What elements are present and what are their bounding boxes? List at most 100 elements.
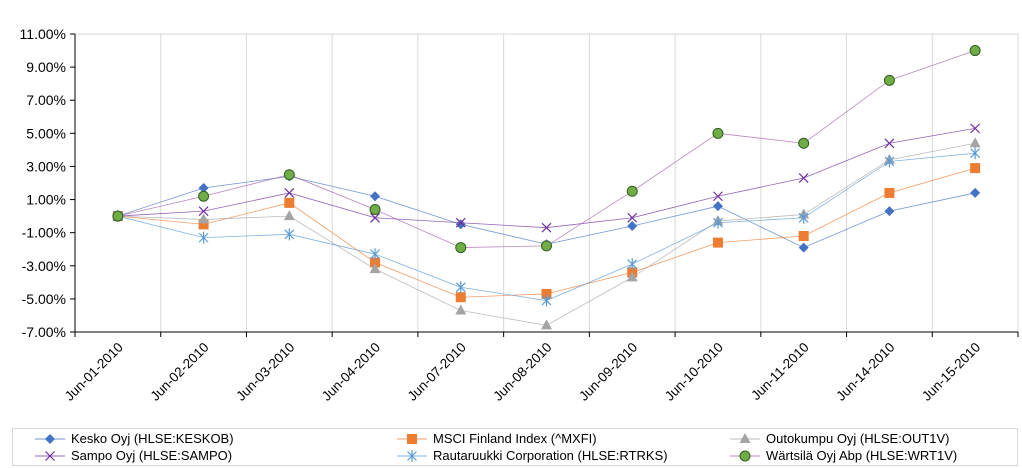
legend-label: Kesko Oyj (HLSE:KESKOB)	[71, 431, 234, 446]
data-point	[198, 219, 209, 230]
data-point	[198, 213, 210, 224]
data-point	[712, 201, 723, 212]
data-point	[369, 263, 381, 274]
y-tick-label: 9.00%	[26, 59, 66, 75]
data-point	[970, 187, 981, 198]
legend-label: Outokumpu Oyj (HLSE:OUT1V)	[766, 431, 950, 446]
y-tick-label: 7.00%	[26, 92, 66, 108]
y-tick-label: 3.00%	[26, 158, 66, 174]
data-point	[884, 155, 895, 168]
data-point	[283, 210, 295, 221]
data-point	[713, 191, 723, 202]
legend-item: Kesko Oyj (HLSE:KESKOB)	[35, 430, 234, 447]
data-point	[970, 123, 981, 134]
legend-label: Rautaruukki Corporation (HLSE:RTRKS)	[433, 448, 668, 463]
gridlines	[74, 34, 1019, 332]
data-point	[455, 219, 466, 230]
y-tick-label: 5.00%	[26, 125, 66, 141]
data-point	[541, 319, 552, 330]
data-point	[798, 173, 809, 183]
data-point	[969, 137, 981, 148]
y-tick-label: -5.00%	[22, 291, 66, 307]
legend-marker	[407, 449, 417, 462]
data-point	[884, 206, 895, 217]
data-point	[283, 169, 295, 181]
data-point	[970, 147, 981, 160]
x-tick-label: Jun-03-2010	[233, 340, 297, 404]
x-tick-label: Jun-11-2010	[748, 340, 812, 404]
data-point	[541, 222, 552, 233]
data-point	[284, 228, 295, 241]
legend-item: Wärtsilä Oyj Abp (HLSE:WRT1V)	[730, 447, 957, 464]
data-point	[455, 217, 466, 228]
data-point	[455, 281, 466, 294]
data-point	[198, 206, 209, 217]
legend-marker	[45, 433, 55, 444]
data-point	[798, 211, 809, 224]
legend-marker	[407, 433, 417, 444]
x-tick-label: Jun-09-2010	[576, 340, 640, 404]
data-point	[369, 203, 381, 215]
data-point	[626, 185, 638, 197]
data-point	[713, 216, 723, 229]
x-axis-ticks: Jun-01-2010 Jun-02-2010 Jun-03-2010 Jun-04-…	[62, 332, 1019, 404]
legend: Kesko Oyj (HLSE:KESKOB) MSCI Finland Inde…	[12, 428, 1018, 466]
data-point	[198, 190, 210, 202]
series-2	[112, 163, 981, 303]
data-point	[198, 231, 209, 244]
data-point	[627, 258, 638, 271]
data-point	[712, 127, 724, 139]
data-point	[370, 191, 381, 202]
legend-swatch	[397, 449, 427, 462]
x-tick-label: Jun-01-2010	[62, 340, 126, 404]
series-4	[112, 123, 981, 233]
legend-item: Outokumpu Oyj (HLSE:OUT1V)	[730, 430, 950, 447]
x-tick-label: Jun-14-2010	[833, 340, 897, 404]
legend-swatch	[730, 432, 760, 443]
legend-swatch	[730, 450, 760, 461]
x-tick-label: Jun-15-2010	[919, 340, 983, 404]
legend-item: Sampo Oyj (HLSE:SAMPO)	[35, 447, 232, 464]
data-point	[198, 182, 209, 193]
y-tick-label: 11.00%	[20, 26, 66, 42]
y-tick-label: 1.00%	[26, 192, 66, 208]
data-point	[884, 138, 895, 149]
legend-item: MSCI Finland Index (^MXFI)	[397, 430, 597, 447]
y-tick-label: -3.00%	[22, 258, 66, 274]
data-point	[541, 288, 552, 299]
y-tick-label: -1.00%	[22, 225, 66, 241]
data-point	[798, 137, 810, 149]
legend-swatch	[35, 450, 65, 461]
legend-marker	[45, 450, 55, 461]
data-point	[370, 257, 381, 268]
data-point	[798, 230, 809, 241]
axes	[74, 33, 1018, 333]
y-axis-ticks: -7.00% -5.00% -3.00% -1.00% 1.00% 3.00% 5.00% 7…	[20, 26, 75, 340]
data-point	[798, 242, 809, 253]
data-point	[541, 240, 552, 252]
data-point	[627, 221, 638, 232]
data-point	[884, 187, 895, 198]
series-group	[112, 45, 981, 330]
x-tick-label: Jun-07-2010	[405, 340, 469, 404]
data-point	[969, 45, 981, 57]
y-tick-label: -7.00%	[22, 324, 66, 340]
legend-swatch	[397, 433, 427, 444]
series-6	[112, 45, 981, 254]
legend-label: MSCI Finland Index (^MXFI)	[433, 431, 597, 446]
data-point	[455, 304, 467, 315]
data-point	[370, 248, 380, 261]
data-point	[626, 271, 638, 282]
legend-item: Rautaruukki Corporation (HLSE:RTRKS)	[397, 447, 668, 464]
data-point	[883, 74, 895, 86]
legend-marker	[739, 432, 751, 443]
x-tick-label: Jun-08-2010	[490, 340, 554, 404]
data-point	[712, 237, 723, 248]
data-point	[455, 292, 466, 303]
data-point	[284, 188, 295, 198]
data-point	[541, 294, 552, 307]
legend-swatch	[35, 433, 65, 444]
legend-label: Wärtsilä Oyj Abp (HLSE:WRT1V)	[766, 448, 958, 463]
data-point	[284, 197, 295, 208]
